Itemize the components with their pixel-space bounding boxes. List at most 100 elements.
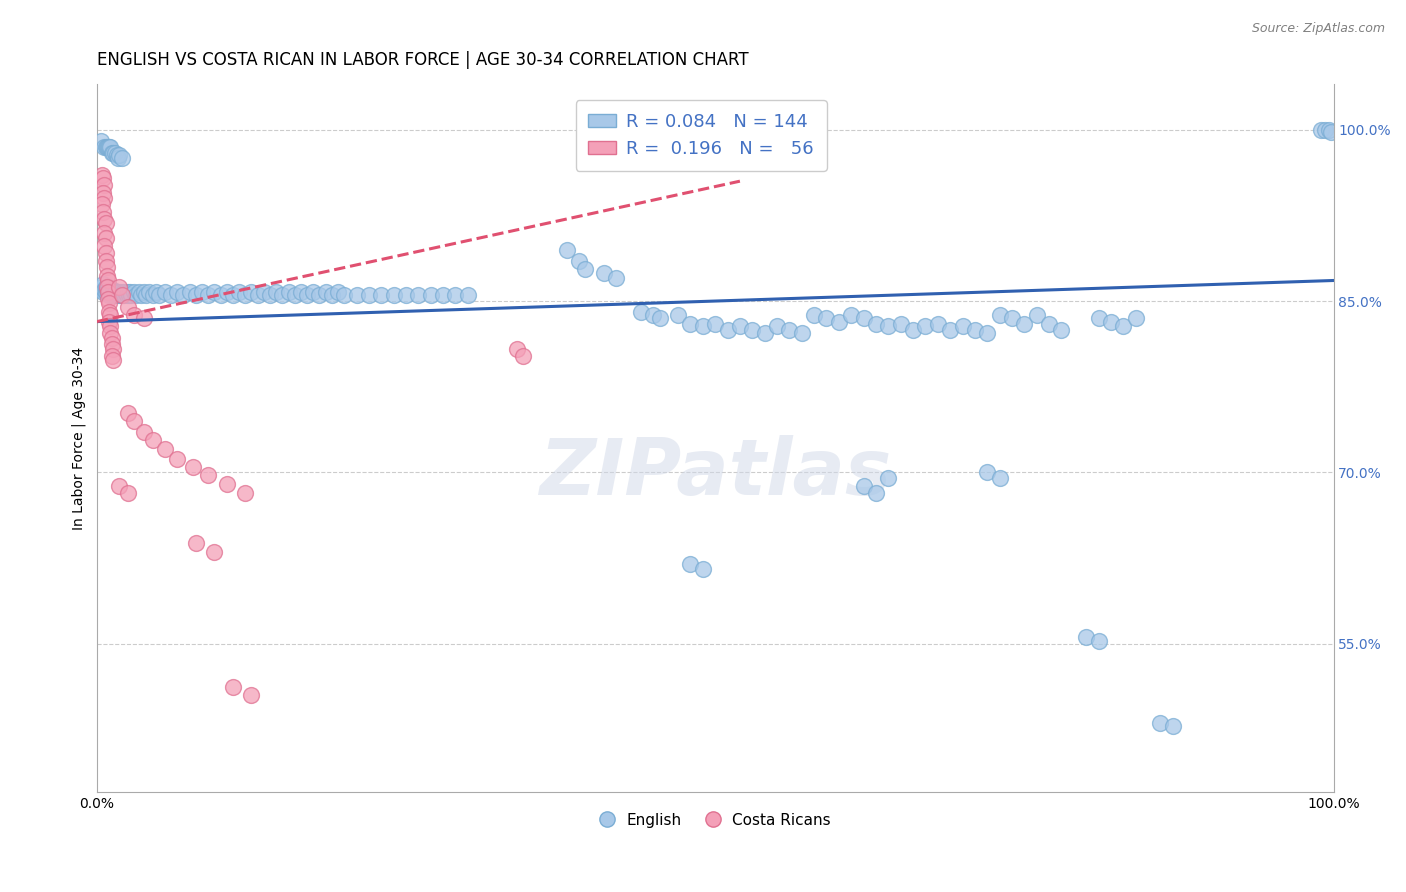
Point — [108, 280, 131, 294]
Y-axis label: In Labor Force | Age 30-34: In Labor Force | Age 30-34 — [72, 346, 86, 530]
Point — [333, 288, 356, 302]
Point — [315, 285, 337, 299]
Point — [215, 285, 238, 299]
Point — [1112, 319, 1135, 334]
Point — [90, 169, 112, 183]
Point — [240, 285, 263, 299]
Point — [233, 486, 256, 500]
Point — [141, 288, 163, 302]
Point — [643, 308, 665, 322]
Point — [93, 140, 115, 154]
Point — [370, 288, 392, 302]
Point — [976, 465, 998, 479]
Point — [228, 285, 250, 299]
Point — [117, 285, 139, 299]
Point — [97, 285, 120, 299]
Point — [253, 285, 276, 299]
Point — [1320, 125, 1343, 139]
Point — [132, 311, 155, 326]
Point — [120, 285, 142, 299]
Point — [1001, 311, 1024, 326]
Point — [94, 140, 117, 154]
Point — [828, 315, 851, 329]
Point — [114, 285, 136, 299]
Point — [125, 288, 148, 302]
Point — [94, 231, 117, 245]
Point — [184, 536, 207, 550]
Point — [716, 322, 738, 336]
Point — [112, 288, 135, 302]
Point — [115, 288, 138, 302]
Point — [692, 319, 714, 334]
Point — [97, 140, 120, 154]
Point — [382, 288, 405, 302]
Point — [1125, 311, 1147, 326]
Legend: English, Costa Ricans: English, Costa Ricans — [593, 806, 837, 834]
Point — [91, 186, 114, 200]
Point — [94, 254, 117, 268]
Point — [107, 285, 129, 299]
Point — [96, 268, 118, 283]
Point — [1050, 322, 1073, 336]
Point — [135, 288, 157, 302]
Point — [100, 145, 122, 160]
Point — [1076, 630, 1098, 644]
Point — [94, 216, 117, 230]
Point — [197, 288, 219, 302]
Point — [839, 308, 862, 322]
Point — [952, 319, 974, 334]
Point — [815, 311, 838, 326]
Point — [93, 211, 115, 226]
Point — [308, 288, 330, 302]
Point — [222, 680, 245, 694]
Point — [605, 271, 627, 285]
Point — [110, 288, 132, 302]
Point — [93, 283, 115, 297]
Point — [100, 288, 122, 302]
Point — [395, 288, 418, 302]
Point — [90, 134, 112, 148]
Point — [852, 311, 875, 326]
Point — [754, 326, 776, 340]
Point — [295, 288, 318, 302]
Point — [648, 311, 671, 326]
Point — [963, 322, 986, 336]
Point — [666, 308, 689, 322]
Point — [166, 285, 188, 299]
Point — [927, 317, 949, 331]
Text: ZIPatlas: ZIPatlas — [538, 435, 891, 511]
Point — [105, 148, 128, 162]
Point — [117, 406, 139, 420]
Point — [98, 288, 121, 302]
Point — [97, 273, 120, 287]
Point — [100, 330, 122, 344]
Point — [209, 288, 232, 302]
Point — [181, 459, 204, 474]
Point — [122, 285, 145, 299]
Point — [197, 467, 219, 482]
Point — [132, 285, 155, 299]
Point — [1014, 317, 1036, 331]
Point — [326, 285, 349, 299]
Point — [865, 486, 887, 500]
Point — [132, 425, 155, 440]
Point — [346, 288, 368, 302]
Point — [890, 317, 912, 331]
Point — [704, 317, 727, 331]
Point — [101, 342, 124, 356]
Point — [457, 288, 479, 302]
Point — [110, 285, 132, 299]
Point — [865, 317, 887, 331]
Point — [122, 308, 145, 322]
Point — [692, 562, 714, 576]
Point — [131, 288, 153, 302]
Point — [122, 414, 145, 428]
Point — [93, 226, 115, 240]
Point — [98, 140, 121, 154]
Point — [179, 285, 201, 299]
Point — [94, 285, 117, 299]
Point — [1149, 716, 1171, 731]
Point — [1310, 123, 1333, 137]
Point — [259, 288, 281, 302]
Point — [302, 285, 325, 299]
